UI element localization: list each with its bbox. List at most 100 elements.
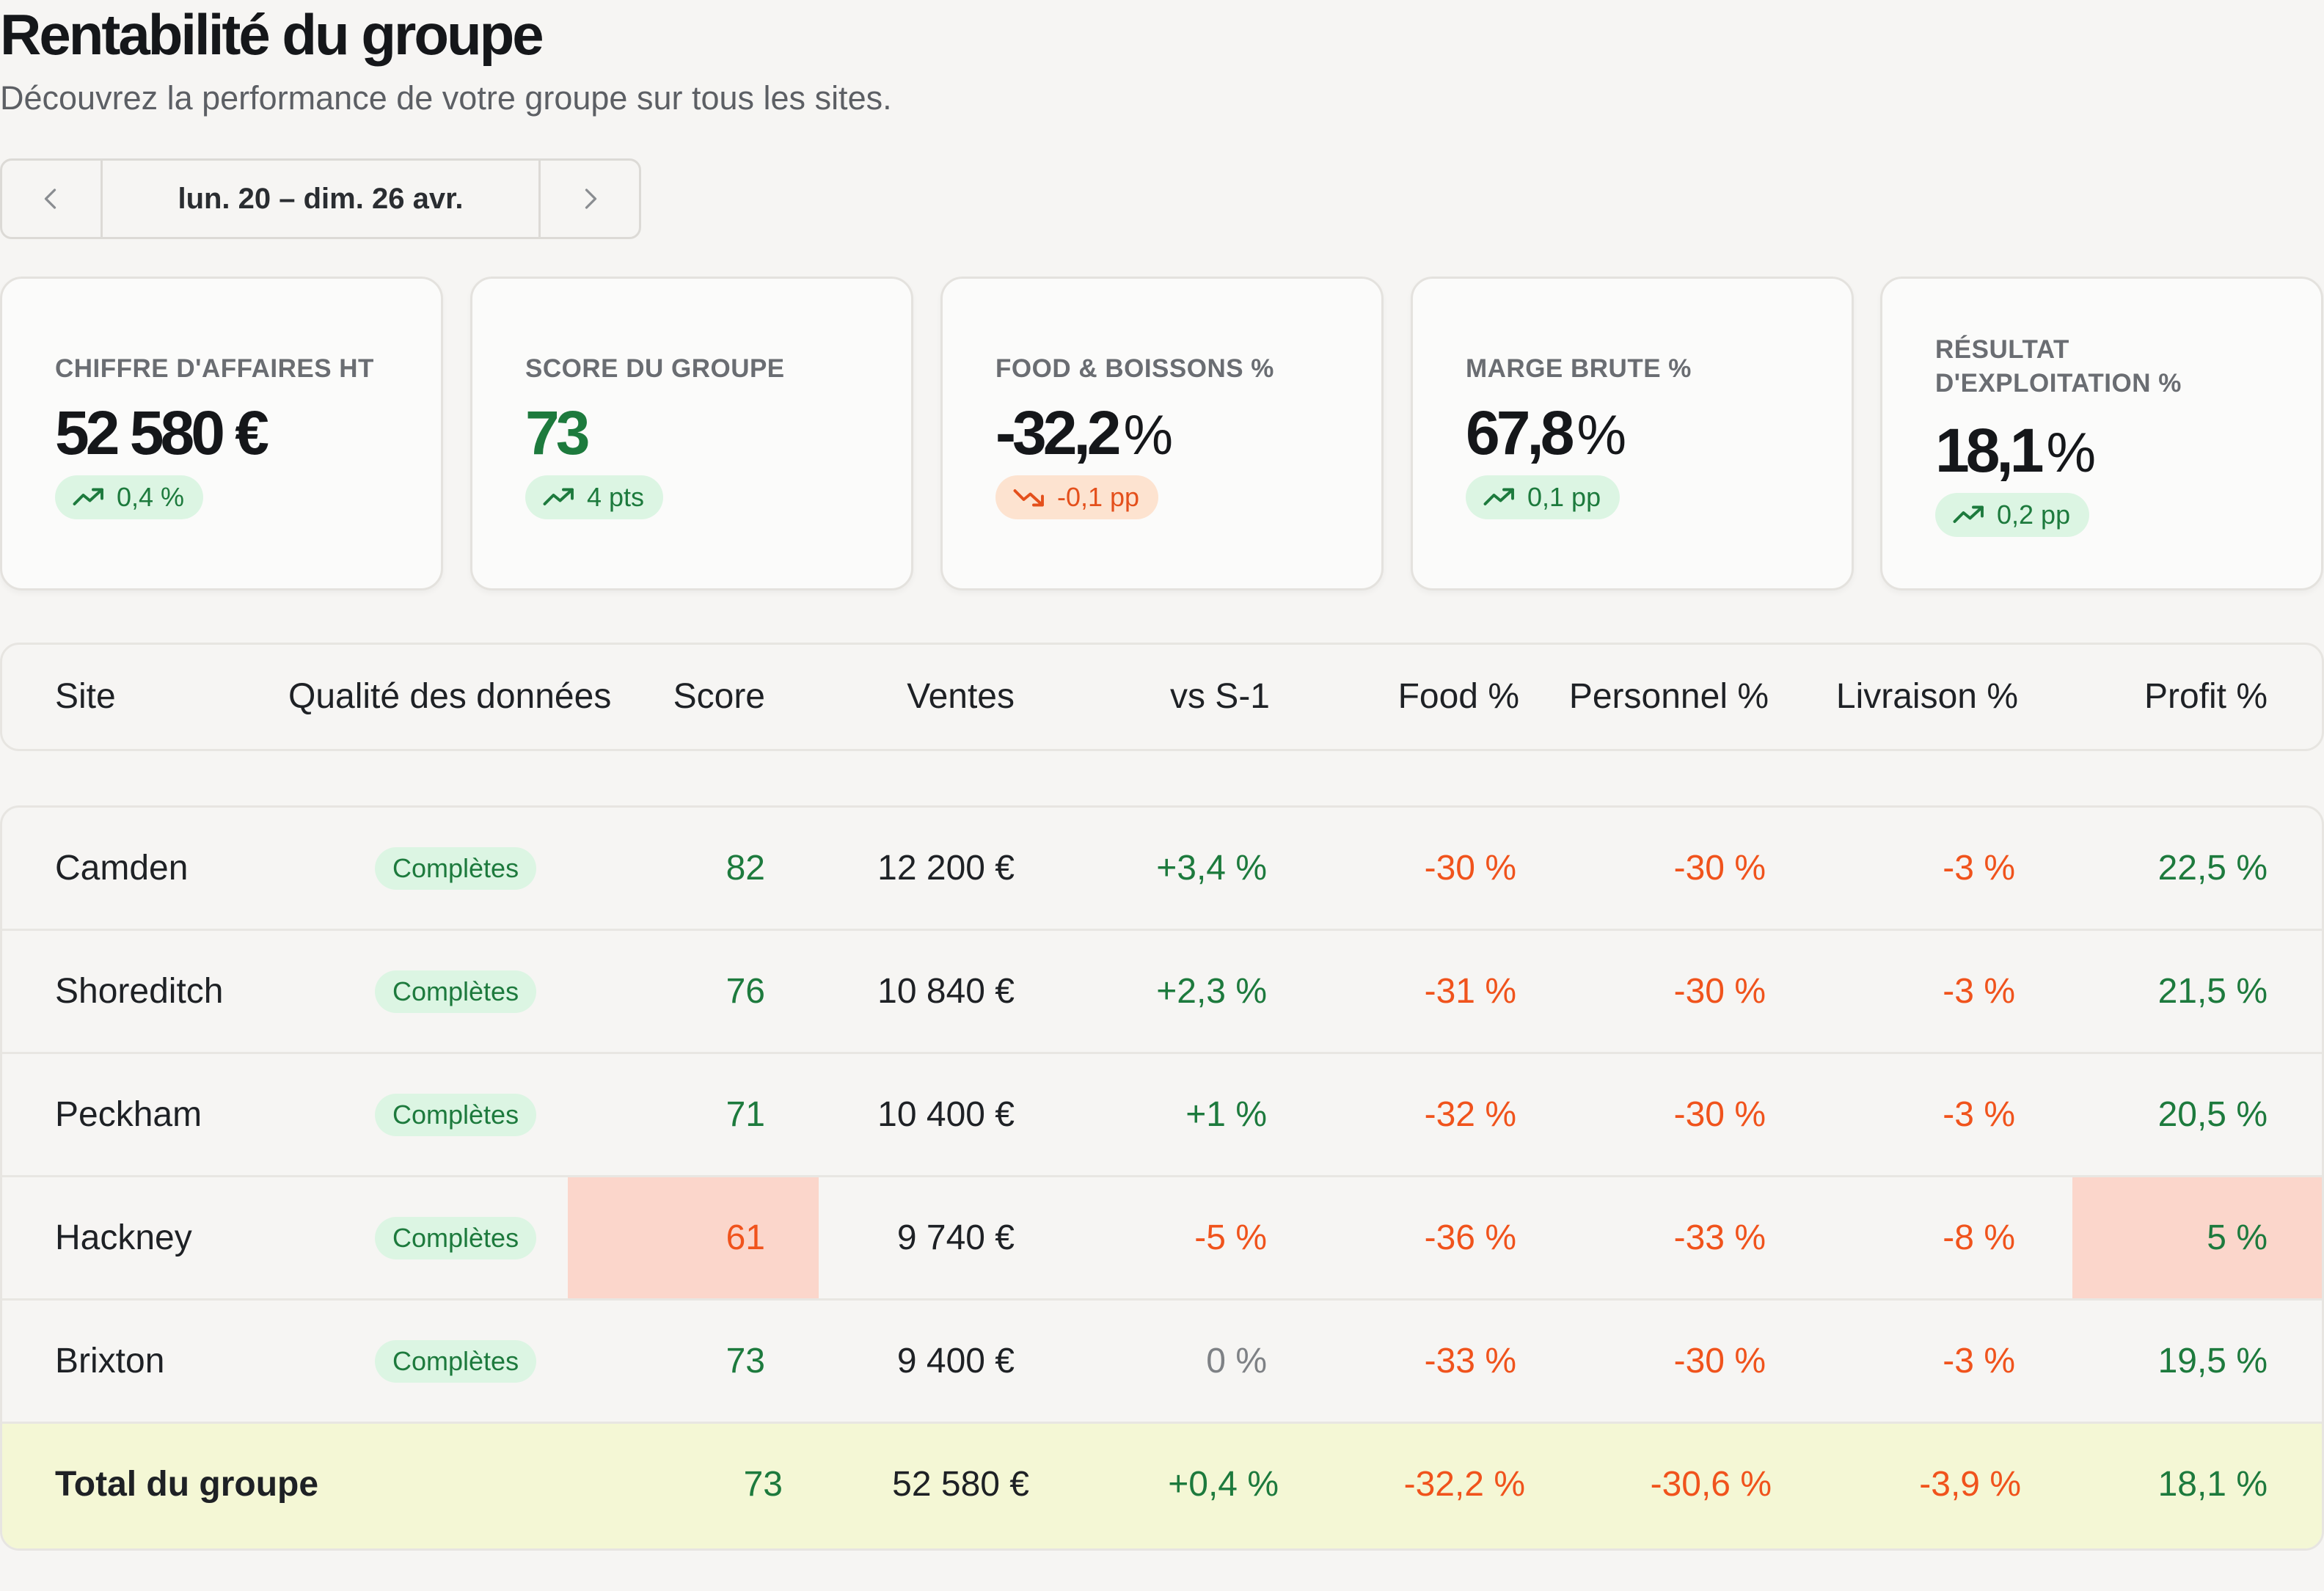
food-cell: -31 % xyxy=(1424,972,1516,1011)
data-quality-badge: Complètes xyxy=(375,1217,537,1259)
site-name: Shoreditch xyxy=(55,972,224,1011)
table-header: Site Qualité des données Score Ventes vs… xyxy=(0,643,2324,751)
delivery-cell: -3 % xyxy=(1943,972,2015,1011)
profit-alert-highlight xyxy=(2072,1177,2322,1298)
kpi-label: MARGE BRUTE % xyxy=(1466,354,1692,383)
column-header-vs-previous-week[interactable]: vs S-1 xyxy=(1169,677,1270,716)
vs-previous-week-cell: -5 % xyxy=(1194,1218,1267,1257)
kpi-card-gross-margin: MARGE BRUTE % 67,8% 0,1 pp xyxy=(1411,277,1854,590)
staff-cell: -33 % xyxy=(1673,1218,1766,1257)
sales-cell: 9 400 € xyxy=(896,1342,1015,1380)
kpi-value: 18,1% xyxy=(1935,416,2097,485)
column-header-profit[interactable]: Profit % xyxy=(2144,677,2268,716)
vs-previous-week-cell: +3,4 % xyxy=(1156,849,1267,888)
kpi-value: 52 580 € xyxy=(55,398,269,467)
chevron-right-icon xyxy=(585,189,597,209)
site-name: Hackney xyxy=(55,1218,192,1257)
profit-cell: 5 % xyxy=(2207,1218,2268,1257)
column-header-data-quality[interactable]: Qualité des données xyxy=(288,677,612,716)
site-name: Camden xyxy=(55,849,189,888)
column-header-score[interactable]: Score xyxy=(673,677,765,716)
food-cell: -32 % xyxy=(1424,1095,1516,1134)
score-cell: 61 xyxy=(726,1218,765,1257)
date-range-navigator: lun. 20 – dim. 26 avr. xyxy=(0,158,641,239)
vs-previous-week-cell: +2,3 % xyxy=(1156,972,1267,1011)
delivery-cell: -3 % xyxy=(1943,849,2015,888)
total-label: Total du groupe xyxy=(55,1465,319,1504)
kpi-label: SCORE DU GROUPE xyxy=(525,354,785,383)
kpi-delta-badge: 0,1 pp xyxy=(1466,475,1620,519)
score-cell: 82 xyxy=(726,849,765,888)
date-range-label[interactable]: lun. 20 – dim. 26 avr. xyxy=(101,161,541,237)
kpi-cards: CHIFFRE D'AFFAIRES HT 52 580 € 0,4 % SCO… xyxy=(0,277,2324,590)
kpi-delta-badge: 0,4 % xyxy=(55,475,204,519)
trend-up-icon xyxy=(543,488,574,505)
profit-cell: 21,5 % xyxy=(2157,972,2268,1011)
total-staff: -30,6 % xyxy=(1650,1465,1772,1504)
kpi-card-group-score: SCORE DU GROUPE 73 4 pts xyxy=(470,277,913,590)
kpi-label: FOOD & BOISSONS % xyxy=(995,354,1274,383)
table-row[interactable]: Brixton Complètes 73 9 400 € 0 % -33 % -… xyxy=(2,1301,2322,1424)
kpi-label: CHIFFRE D'AFFAIRES HT xyxy=(55,354,374,383)
chevron-left-icon xyxy=(44,189,56,209)
total-sales: 52 580 € xyxy=(892,1465,1029,1504)
profit-cell: 20,5 % xyxy=(2157,1095,2268,1134)
column-header-food[interactable]: Food % xyxy=(1397,677,1519,716)
kpi-delta-badge: -0,1 pp xyxy=(995,475,1159,519)
column-header-sales[interactable]: Ventes xyxy=(907,677,1015,716)
total-score: 73 xyxy=(743,1465,783,1504)
sales-cell: 9 740 € xyxy=(896,1218,1015,1257)
page-title: Rentabilité du groupe xyxy=(0,2,544,67)
delivery-cell: -3 % xyxy=(1943,1095,2015,1134)
food-cell: -33 % xyxy=(1424,1342,1516,1380)
sales-cell: 10 840 € xyxy=(877,972,1015,1011)
next-week-button[interactable] xyxy=(541,161,639,237)
kpi-value: 67,8% xyxy=(1466,398,1627,467)
score-alert-highlight xyxy=(568,1177,819,1298)
kpi-value: -32,2% xyxy=(995,398,1174,467)
staff-cell: -30 % xyxy=(1673,1342,1766,1380)
kpi-delta-badge: 0,2 pp xyxy=(1935,493,2090,537)
score-cell: 73 xyxy=(726,1342,765,1380)
profit-cell: 22,5 % xyxy=(2157,849,2268,888)
sales-cell: 12 200 € xyxy=(877,849,1015,888)
score-cell: 71 xyxy=(726,1095,765,1134)
trend-down-icon xyxy=(1013,489,1044,507)
group-total-row: Total du groupe 73 52 580 € +0,4 % -32,2… xyxy=(2,1424,2322,1548)
delivery-cell: -3 % xyxy=(1943,1342,2015,1380)
delivery-cell: -8 % xyxy=(1943,1218,2015,1257)
staff-cell: -30 % xyxy=(1673,972,1766,1011)
table-row[interactable]: Peckham Complètes 71 10 400 € +1 % -32 %… xyxy=(2,1054,2322,1177)
food-cell: -36 % xyxy=(1424,1218,1516,1257)
site-name: Peckham xyxy=(55,1095,202,1134)
kpi-card-food-beverage: FOOD & BOISSONS % -32,2% -0,1 pp xyxy=(940,277,1384,590)
kpi-card-operating-result: RÉSULTAT D'EXPLOITATION % 18,1% 0,2 pp xyxy=(1880,277,2323,590)
trend-up-icon xyxy=(73,488,103,505)
column-header-site[interactable]: Site xyxy=(55,677,116,716)
kpi-label: RÉSULTAT D'EXPLOITATION % xyxy=(1935,335,2182,398)
trend-up-icon xyxy=(1483,488,1514,505)
sites-table: Camden Complètes 82 12 200 € +3,4 % -30 … xyxy=(0,805,2324,1551)
table-row[interactable]: Hackney Complètes 61 9 740 € -5 % -36 % … xyxy=(2,1177,2322,1301)
profit-cell: 19,5 % xyxy=(2157,1342,2268,1380)
previous-week-button[interactable] xyxy=(2,161,101,237)
data-quality-badge: Complètes xyxy=(375,970,537,1013)
score-cell: 76 xyxy=(726,972,765,1011)
data-quality-badge: Complètes xyxy=(375,1094,537,1136)
column-header-staff[interactable]: Personnel % xyxy=(1568,677,1769,716)
data-quality-badge: Complètes xyxy=(375,1340,537,1383)
total-delivery: -3,9 % xyxy=(1919,1465,2021,1504)
sales-cell: 10 400 € xyxy=(877,1095,1015,1134)
food-cell: -30 % xyxy=(1424,849,1516,888)
data-quality-badge: Complètes xyxy=(375,847,537,890)
column-header-delivery[interactable]: Livraison % xyxy=(1835,677,2018,716)
total-profit: 18,1 % xyxy=(2157,1465,2268,1504)
vs-previous-week-cell: +1 % xyxy=(1185,1095,1267,1134)
total-food: -32,2 % xyxy=(1403,1465,1525,1504)
table-row[interactable]: Camden Complètes 82 12 200 € +3,4 % -30 … xyxy=(2,808,2322,931)
trend-up-icon xyxy=(1953,505,1984,523)
vs-previous-week-cell: 0 % xyxy=(1206,1342,1267,1380)
site-name: Brixton xyxy=(55,1342,165,1380)
table-row[interactable]: Shoreditch Complètes 76 10 840 € +2,3 % … xyxy=(2,931,2322,1054)
